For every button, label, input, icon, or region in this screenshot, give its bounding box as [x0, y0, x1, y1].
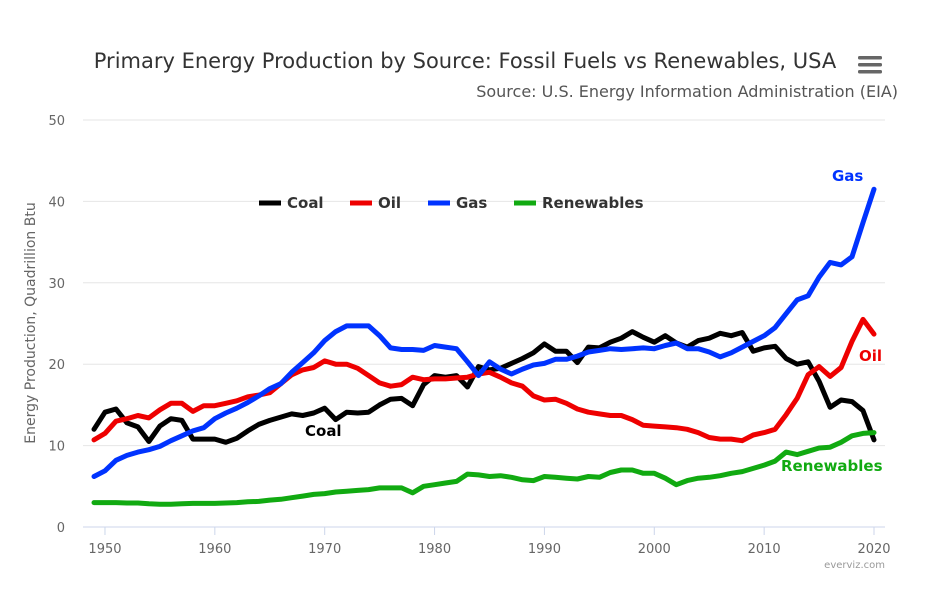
menu-icon[interactable]: [858, 56, 882, 74]
legend-label-gas: Gas: [456, 194, 487, 212]
y-tick-label: 0: [57, 521, 65, 536]
y-tick-label: 20: [48, 358, 65, 373]
annotation-oil: Oil: [859, 347, 882, 365]
chart-subtitle: Source: U.S. Energy Information Administ…: [476, 82, 898, 101]
annotation-renewables: Renewables: [781, 457, 883, 475]
y-tick-label: 40: [48, 195, 65, 210]
annotation-gas: Gas: [832, 167, 863, 185]
series-line-oil[interactable]: [91, 316, 877, 444]
x-tick-label: 1980: [418, 542, 451, 557]
y-tick-label: 10: [48, 440, 65, 455]
legend-item-coal[interactable]: Coal: [259, 194, 324, 212]
legend-label-coal: Coal: [287, 194, 324, 212]
legend-item-oil[interactable]: Oil: [350, 194, 401, 212]
legend[interactable]: Coal Oil Gas Renewables: [259, 194, 644, 212]
legend-item-renewables[interactable]: Renewables: [514, 194, 644, 212]
x-tick-label: 2020: [857, 542, 890, 557]
credit-link[interactable]: everviz.com: [824, 560, 885, 571]
y-axis-ticks: 0 10 20 30 40 50: [48, 114, 65, 536]
y-tick-label: 30: [48, 277, 65, 292]
legend-label-oil: Oil: [378, 194, 401, 212]
legend-label-renewables: Renewables: [542, 194, 644, 212]
x-axis-ticks: 1950 1960 1970 1980 1990 2000 2010 2020: [88, 527, 891, 557]
x-tick-label: 1960: [198, 542, 231, 557]
x-tick-label: 2010: [748, 542, 781, 557]
y-axis-label: Energy Production, Quadrillion Btu: [23, 202, 39, 443]
x-tick-label: 1950: [88, 542, 121, 557]
y-tick-label: 50: [48, 114, 65, 129]
legend-item-gas[interactable]: Gas: [428, 194, 487, 212]
x-tick-label: 1970: [308, 542, 341, 557]
x-tick-label: 2000: [638, 542, 671, 557]
annotation-coal: Coal: [305, 422, 342, 440]
series-line-gas[interactable]: [91, 186, 877, 479]
series-lines: [91, 186, 877, 507]
chart-title: Primary Energy Production by Source: Fos…: [94, 49, 837, 73]
x-tick-label: 1990: [528, 542, 561, 557]
series-line-coal[interactable]: [91, 329, 877, 445]
series-line-renewables[interactable]: [91, 430, 877, 507]
